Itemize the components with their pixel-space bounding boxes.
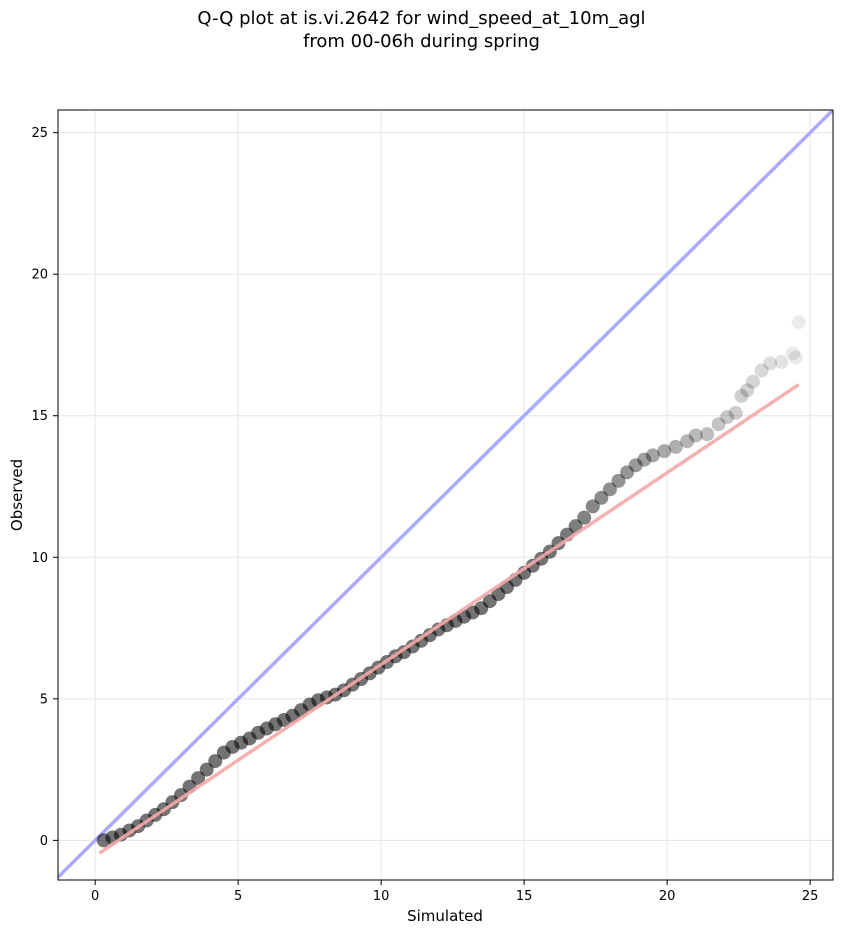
data-point: [585, 499, 600, 514]
data-point: [680, 434, 695, 449]
y-tick-label: 25: [31, 126, 48, 141]
data-point: [728, 405, 743, 420]
y-tick-label: 15: [31, 409, 48, 424]
x-axis-label: Simulated: [407, 907, 483, 925]
data-point: [668, 439, 683, 454]
data-point: [594, 490, 609, 505]
data-point: [740, 383, 755, 398]
data-point: [628, 458, 643, 473]
data-point: [754, 363, 769, 378]
data-point: [637, 452, 652, 467]
y-tick-label: 5: [40, 692, 48, 707]
data-point: [657, 444, 672, 459]
x-tick-label: 0: [91, 889, 99, 904]
data-point: [720, 410, 735, 425]
grid: [58, 110, 833, 880]
y-tick-label: 0: [40, 834, 48, 849]
data-point: [791, 315, 806, 330]
data-point: [602, 482, 617, 497]
data-point: [173, 788, 188, 803]
y-tick-label: 20: [31, 268, 48, 283]
y-axis-label: Observed: [8, 459, 26, 531]
axes-frame: [57, 109, 834, 881]
x-tick-label: 15: [516, 889, 533, 904]
data-point: [745, 374, 760, 389]
x-tick-label: 20: [659, 889, 676, 904]
data-point: [774, 354, 789, 369]
data-point: [208, 754, 223, 769]
y-tick-label: 10: [31, 551, 48, 566]
data-point: [688, 428, 703, 443]
data-point: [620, 465, 635, 480]
plot-area: [58, 110, 833, 879]
data-point: [700, 427, 715, 442]
data-point: [763, 356, 778, 371]
data-point: [711, 417, 726, 432]
data-point: [785, 346, 800, 361]
x-tick-label: 10: [373, 889, 390, 904]
data-point: [645, 448, 660, 463]
data-point: [191, 771, 206, 786]
ticks: 0 5 10 15 20 25 0 5 10 15 20 25: [31, 126, 818, 904]
data-point: [788, 350, 803, 365]
chart-title-line2: from 00-06h during spring: [303, 31, 540, 52]
data-point: [611, 473, 626, 488]
x-tick-label: 25: [802, 889, 819, 904]
chart-title-line1: Q-Q plot at is.vi.2642 for wind_speed_at…: [197, 8, 646, 29]
fit-line: [98, 383, 800, 855]
data-point: [577, 510, 592, 525]
x-tick-label: 5: [234, 889, 242, 904]
reference-line: [58, 110, 833, 879]
data-point: [734, 388, 749, 403]
data-point: [199, 762, 214, 777]
